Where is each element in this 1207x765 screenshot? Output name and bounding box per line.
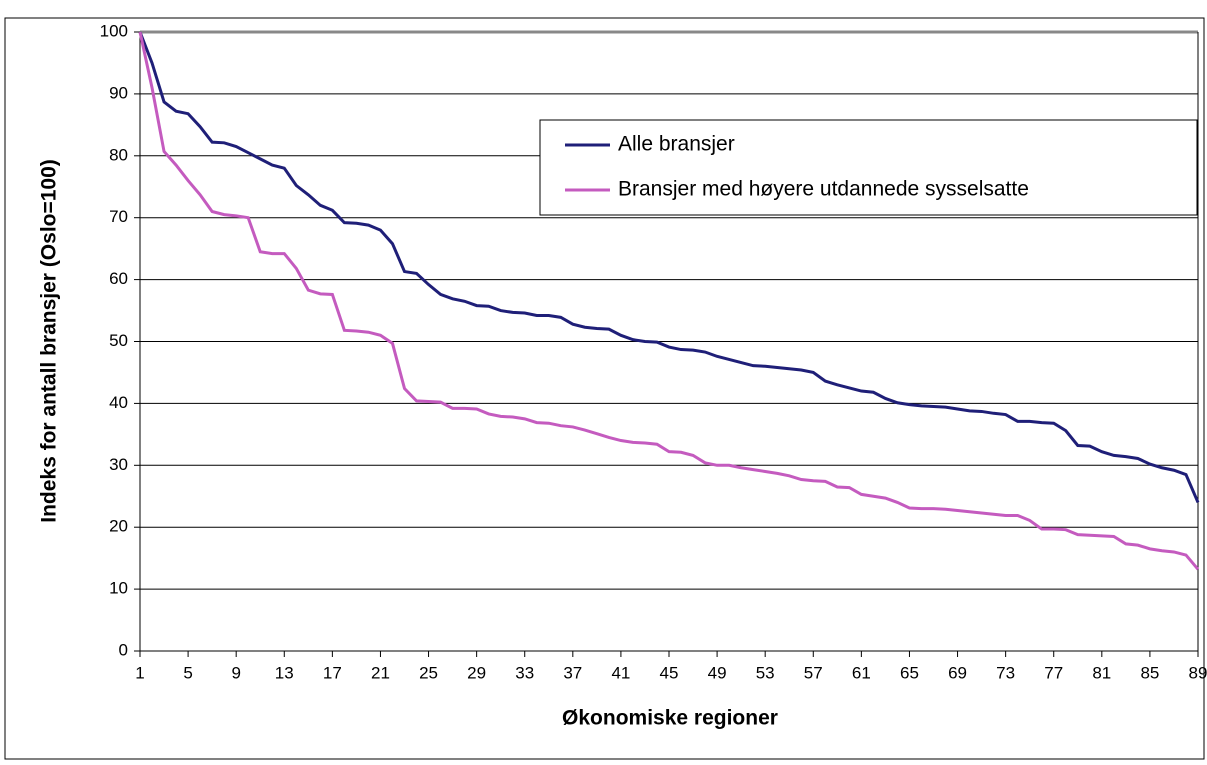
x-tick-label: 45 bbox=[660, 663, 679, 682]
frame bbox=[4, 17, 1205, 760]
x-tick-label: 9 bbox=[231, 663, 240, 682]
series-line bbox=[138, 31, 1200, 504]
y-tick-label: 50 bbox=[109, 331, 128, 350]
y-tick-label: 80 bbox=[109, 145, 128, 164]
y-tick-label: 0 bbox=[119, 640, 128, 659]
x-tick-label: 1 bbox=[135, 663, 144, 682]
x-axis-label: Økonomiske regioner bbox=[562, 707, 778, 730]
y-tick-label: 10 bbox=[109, 579, 128, 598]
legend-label: Alle bransjer bbox=[618, 133, 735, 156]
x-tick-label: 89 bbox=[1189, 663, 1207, 682]
x-tick-label: 77 bbox=[1044, 663, 1063, 682]
x-tick-label: 69 bbox=[948, 663, 967, 682]
x-tick-label: 13 bbox=[275, 663, 294, 682]
y-axis-label: Indeks for antall bransjer (Oslo=100) bbox=[38, 159, 61, 523]
x-tick-label: 81 bbox=[1092, 663, 1111, 682]
x-tick-label: 17 bbox=[323, 663, 342, 682]
x-tick-label: 29 bbox=[467, 663, 486, 682]
x-tick-label: 25 bbox=[419, 663, 438, 682]
y-tick-label: 30 bbox=[109, 455, 128, 474]
x-tick-label: 73 bbox=[996, 663, 1015, 682]
x-tick-label: 49 bbox=[708, 663, 727, 682]
y-tick-label: 20 bbox=[109, 517, 128, 536]
y-tick-label: 90 bbox=[109, 83, 128, 102]
x-tick-label: 61 bbox=[852, 663, 871, 682]
x-tick-label: 5 bbox=[183, 663, 192, 682]
x-tick-label: 37 bbox=[563, 663, 582, 682]
y-tick-label: 100 bbox=[100, 21, 128, 40]
y-tick-label: 40 bbox=[109, 393, 128, 412]
x-tick-label: 65 bbox=[900, 663, 919, 682]
x-tick-label: 41 bbox=[611, 663, 630, 682]
x-tick-label: 21 bbox=[371, 663, 390, 682]
y-tick-label: 60 bbox=[109, 269, 128, 288]
x-tick-label: 33 bbox=[515, 663, 534, 682]
legend-label: Bransjer med høyere utdannede sysselsatt… bbox=[618, 178, 1029, 201]
series-line bbox=[138, 31, 1200, 571]
legend-box bbox=[539, 119, 1198, 216]
x-tick-label: 57 bbox=[804, 663, 823, 682]
y-tick-label: 70 bbox=[109, 207, 128, 226]
x-tick-label: 85 bbox=[1140, 663, 1159, 682]
x-tick-label: 53 bbox=[756, 663, 775, 682]
